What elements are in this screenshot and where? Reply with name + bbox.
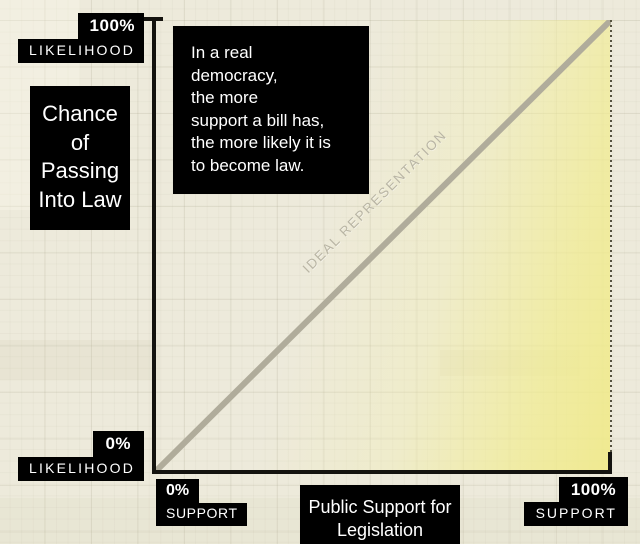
- max-support-dotted-line: [610, 20, 612, 472]
- x-axis-min-unit: SUPPORT: [156, 503, 247, 526]
- x-axis-max-unit: SUPPORT: [523, 502, 628, 526]
- y-axis-min-unit: LIKELIHOOD: [18, 457, 145, 481]
- y-axis-min-percent: 0%: [93, 431, 145, 457]
- x-axis-min-percent: 0%: [156, 479, 200, 503]
- paper-blotch-1: [0, 340, 160, 380]
- y-axis-max-unit: LIKELIHOOD: [18, 39, 145, 63]
- y-axis-max-label: 100% LIKELIHOOD: [18, 13, 145, 63]
- y-axis-max-tick: [144, 17, 163, 21]
- y-axis-line: [152, 20, 156, 474]
- x-axis-min-label: 0% SUPPORT: [156, 479, 247, 526]
- y-axis-max-percent: 100%: [77, 13, 145, 39]
- x-axis-max-percent: 100%: [558, 477, 628, 502]
- x-axis-title: Public Support for Legislation: [300, 485, 460, 544]
- annotation-callout: In a real democracy, the more support a …: [173, 26, 369, 194]
- y-axis-title: Chance of Passing Into Law: [30, 86, 130, 231]
- x-axis-max-tick: [608, 452, 612, 474]
- y-axis-min-label: 0% LIKELIHOOD: [18, 431, 145, 481]
- x-axis-max-label: 100% SUPPORT: [523, 477, 628, 526]
- x-axis-line: [152, 470, 612, 474]
